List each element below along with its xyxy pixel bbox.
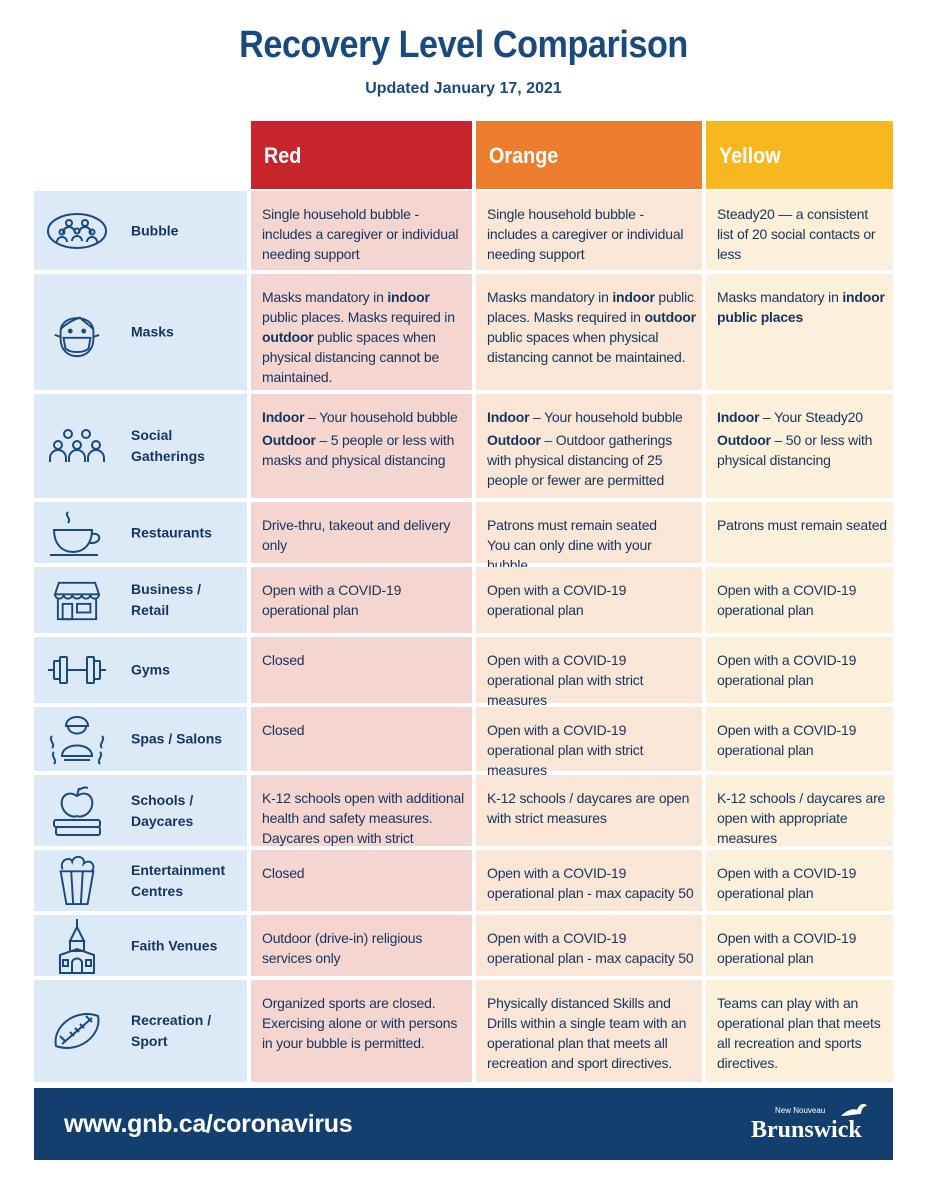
logo-small-text: New Nouveau bbox=[775, 1106, 826, 1115]
yellow-cell: Open with a COVID-19 operational plan bbox=[706, 637, 893, 703]
orange-cell: Indoor – Your household bubble Outdoor – … bbox=[476, 394, 702, 498]
updated-date: Updated January 17, 2021 bbox=[365, 80, 562, 97]
red-cell: Open with a COVID-19 operational plan bbox=[251, 567, 472, 633]
logo-brunswick-text: Brunswick bbox=[751, 1117, 862, 1143]
red-cell: Organized sports are closed. Exercising … bbox=[251, 980, 472, 1082]
row-gyms: Gyms Closed Open with a COVID-19 operati… bbox=[34, 637, 893, 708]
row-label: Bubble bbox=[131, 222, 179, 238]
row-business-retail: Business / Retail Open with a COVID-19 o… bbox=[34, 567, 893, 633]
yellow-cell: Teams can play with an operational plan … bbox=[706, 980, 893, 1082]
row-label: Gyms bbox=[131, 661, 170, 678]
apple-books-icon bbox=[53, 786, 101, 836]
row-faith-venues: Faith Venues Outdoor (drive-in) religiou… bbox=[34, 915, 893, 976]
row-label: Spas / Salons bbox=[131, 730, 223, 747]
header-yellow: Yellow bbox=[706, 121, 893, 189]
bird-icon bbox=[841, 1103, 867, 1116]
row-label: Schools / Daycares bbox=[131, 791, 194, 829]
row-recreation-sport: Recreation / Sport Organized sports are … bbox=[34, 980, 893, 1082]
row-label: Faith Venues bbox=[131, 937, 218, 953]
yellow-cell: Masks mandatory in indoor public places bbox=[706, 274, 893, 390]
yellow-cell: K-12 schools / daycares are open with ap… bbox=[706, 775, 893, 846]
spa-person-icon bbox=[49, 716, 105, 765]
row-bubble: Bubble Single household bubble - include… bbox=[34, 191, 893, 270]
row-label: Masks bbox=[131, 323, 174, 340]
orange-cell: Open with a COVID-19 operational plan - … bbox=[476, 915, 702, 976]
red-cell: Drive-thru, takeout and delivery only bbox=[251, 502, 472, 563]
church-icon bbox=[59, 919, 95, 974]
red-cell: Closed bbox=[251, 707, 472, 771]
red-cell: Indoor – Your household bubble Outdoor – … bbox=[251, 394, 472, 498]
football-icon bbox=[54, 1013, 100, 1049]
row-label: Restaurants bbox=[131, 524, 212, 540]
footer-bar: www.gnb.ca/coronavirus New Nouveau Bruns… bbox=[34, 1088, 893, 1160]
mask-icon bbox=[54, 316, 100, 358]
yellow-cell: Steady20 — a consistent list of 20 socia… bbox=[706, 191, 893, 270]
red-cell: Outdoor (drive-in) religious services on… bbox=[251, 915, 472, 976]
row-label: Social Gatherings bbox=[131, 427, 205, 464]
red-cell: Closed bbox=[251, 637, 472, 703]
new-brunswick-logo: New Nouveau Brunswick bbox=[747, 1100, 887, 1150]
yellow-cell: Indoor – Your Steady20 Outdoor – 50 or le… bbox=[706, 394, 893, 498]
red-cell: Closed bbox=[251, 850, 472, 911]
orange-cell: Patrons must remain seated You can only d… bbox=[476, 502, 702, 573]
row-label: Recreation / Sport bbox=[131, 1012, 212, 1049]
people-group-icon bbox=[49, 429, 105, 462]
yellow-cell: Patrons must remain seated bbox=[706, 502, 893, 563]
row-entertainment-centres: Entertainment Centres Closed Open with a… bbox=[34, 850, 893, 911]
orange-cell: Open with a COVID-19 operational plan wi… bbox=[476, 637, 702, 708]
bubble-icon bbox=[47, 213, 107, 249]
orange-cell: Open with a COVID-19 operational plan bbox=[476, 567, 702, 633]
red-cell: Single household bubble - includes a car… bbox=[251, 191, 472, 270]
orange-cell: Open with a COVID-19 operational plan - … bbox=[476, 850, 702, 911]
row-masks: Masks Masks mandatory in indoor public p… bbox=[34, 274, 893, 390]
row-label: Business / Retail bbox=[131, 581, 202, 618]
yellow-cell: Open with a COVID-19 operational plan bbox=[706, 850, 893, 911]
popcorn-icon bbox=[59, 855, 95, 906]
yellow-cell: Open with a COVID-19 operational plan bbox=[706, 707, 893, 771]
coffee-cup-icon bbox=[50, 511, 101, 556]
page-title: Recovery Level Comparison bbox=[239, 24, 688, 66]
orange-cell: Masks mandatory in indoor public places.… bbox=[476, 274, 702, 390]
orange-cell: Physically distanced Skills and Drills w… bbox=[476, 980, 702, 1082]
yellow-cell: Open with a COVID-19 operational plan bbox=[706, 567, 893, 633]
yellow-cell: Open with a COVID-19 operational plan bbox=[706, 915, 893, 976]
orange-cell: Open with a COVID-19 operational plan wi… bbox=[476, 707, 702, 778]
orange-cell: Single household bubble - includes a car… bbox=[476, 191, 702, 270]
website-link[interactable]: www.gnb.ca/coronavirus bbox=[64, 1110, 353, 1138]
header-orange: Orange bbox=[476, 121, 702, 189]
row-restaurants: Restaurants Drive-thru, takeout and deli… bbox=[34, 502, 893, 573]
red-cell: Masks mandatory in indoor public places.… bbox=[251, 274, 472, 390]
header-red: Red bbox=[251, 121, 472, 189]
row-social-gatherings: Social Gatherings Indoor – Your househol… bbox=[34, 394, 893, 498]
red-cell: K-12 schools open with additional health… bbox=[251, 775, 472, 866]
row-label: Entertainment Centres bbox=[131, 861, 226, 899]
orange-cell: K-12 schools / daycares are open with st… bbox=[476, 775, 702, 846]
row-schools-daycares: Schools / Daycares K-12 schools open wit… bbox=[34, 775, 893, 866]
storefront-icon bbox=[53, 581, 101, 621]
dumbbell-icon bbox=[48, 656, 106, 684]
row-spas-salons: Spas / Salons Closed Open with a COVID-1… bbox=[34, 707, 893, 778]
